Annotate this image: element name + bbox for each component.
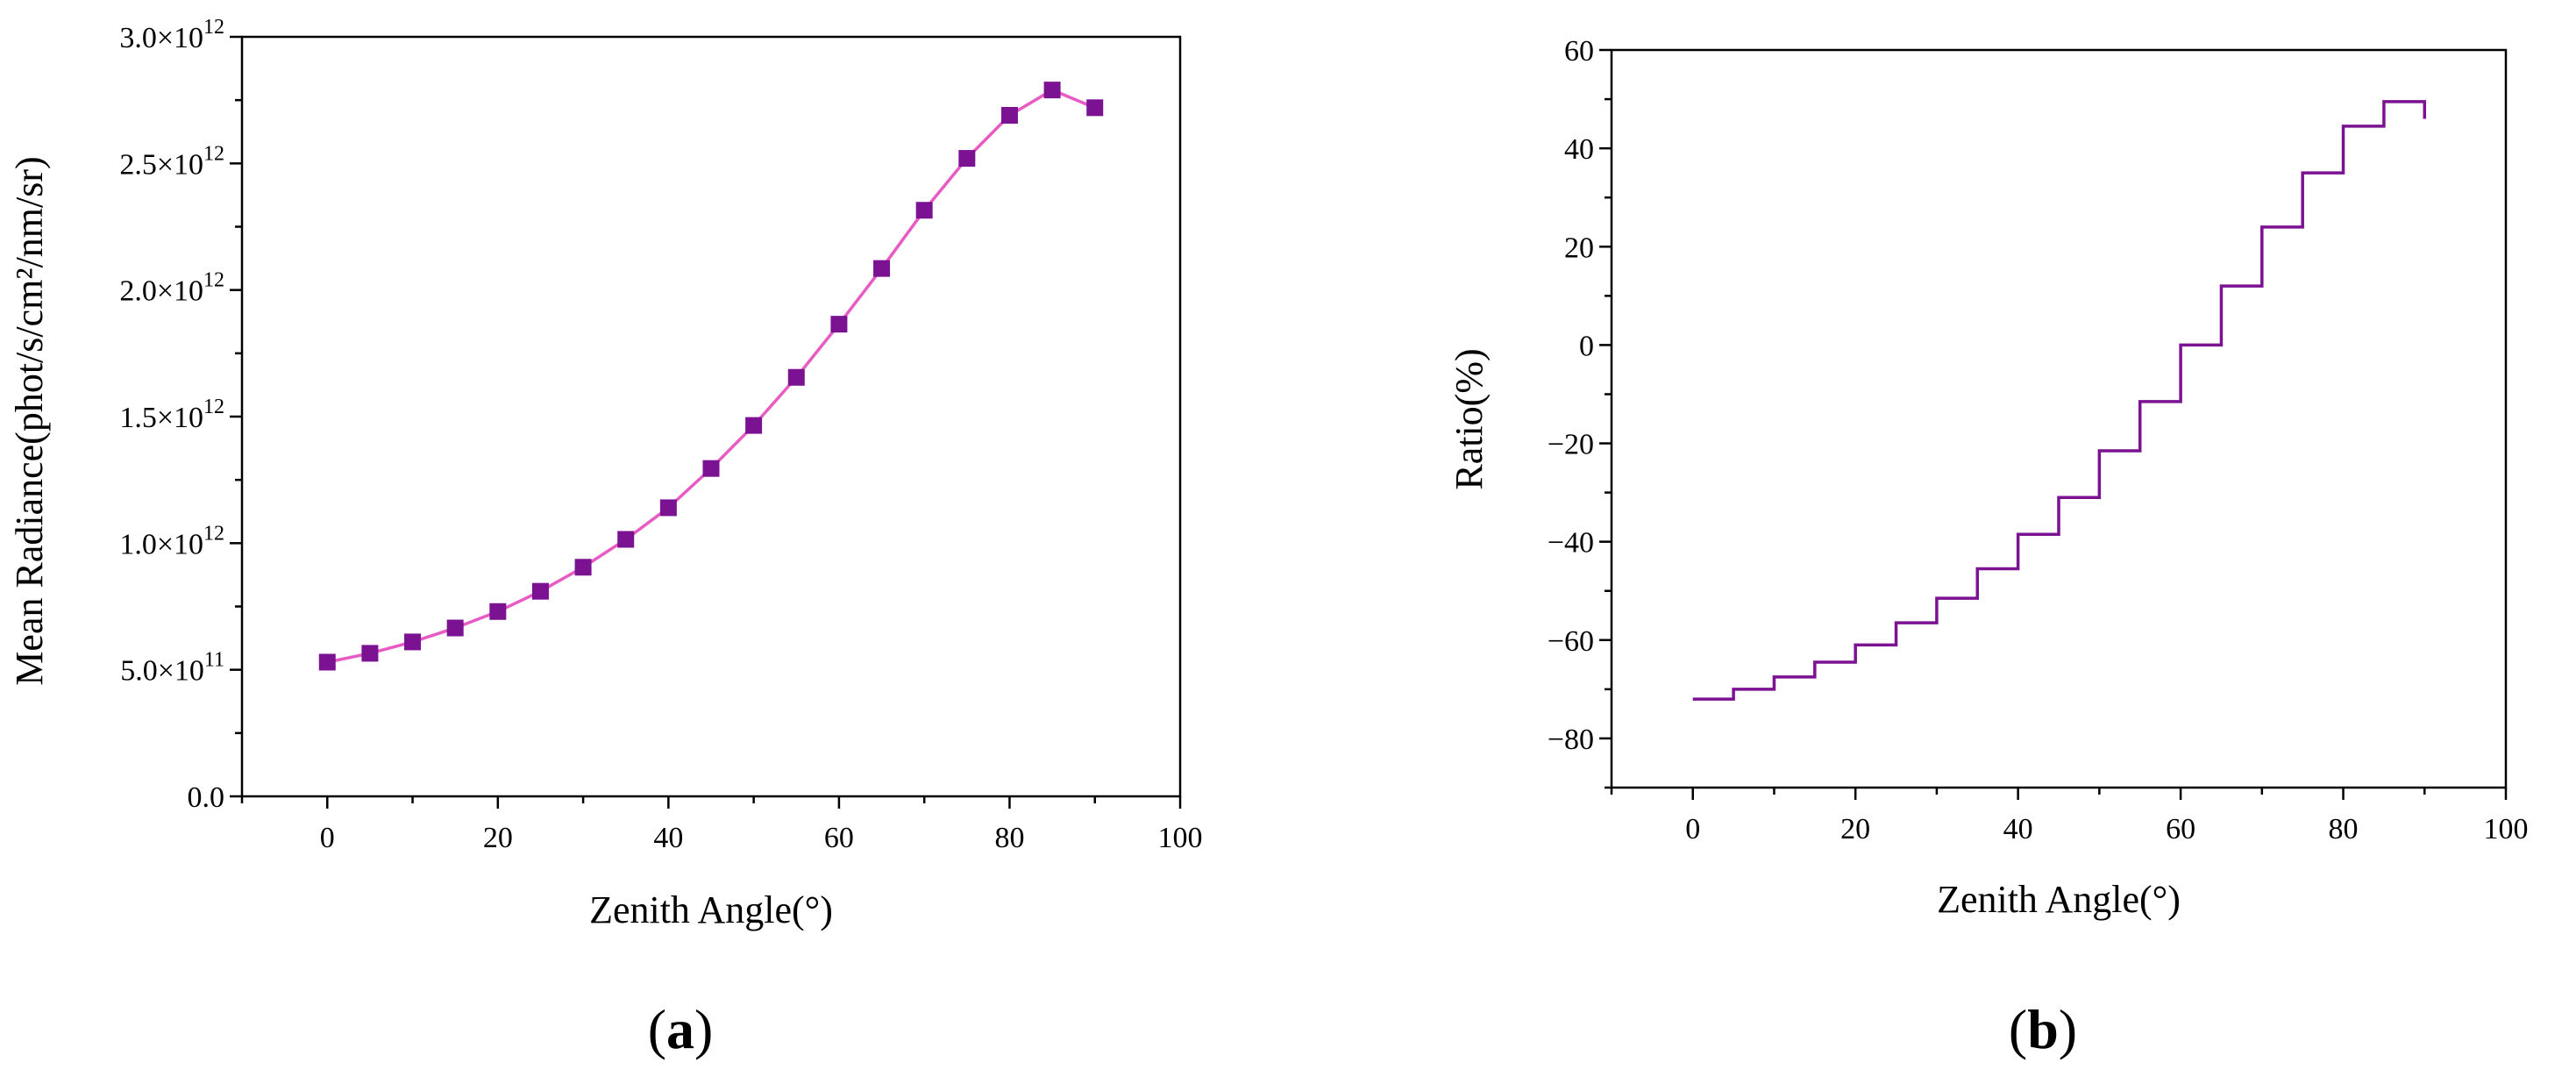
panel-a-data-point — [745, 417, 763, 434]
panel-b-y-axis-label: Ratio(%) — [1448, 348, 1491, 489]
panel-b-plot-frame — [1610, 48, 2508, 789]
panel-a-label: (a) — [648, 998, 714, 1060]
panel-a-data-point — [787, 368, 805, 386]
panel-b-y-tick-label: 20 — [1564, 232, 1594, 264]
panel-b-x-tick-label: 80 — [2329, 813, 2359, 845]
panel-a-x-axis-label: Zenith Angle(°) — [589, 888, 833, 931]
panel-a-data-point — [404, 633, 422, 651]
panel-b-x-tick-label: 40 — [2003, 813, 2033, 845]
panel-a-y-axis-label: Mean Radiance(phot/s/cm²/nm/sr) — [8, 156, 51, 685]
panel-b-y-tick-label: 60 — [1564, 35, 1594, 68]
panel-a-data-point — [958, 150, 976, 168]
panel-b-y-tick-label: −20 — [1548, 429, 1594, 461]
panel-a-y-tick-label: 2.0×1012 — [119, 269, 224, 308]
panel-a-data-point — [446, 619, 464, 637]
panel-a-series-line — [326, 88, 1096, 664]
panel-a-data-point — [489, 603, 507, 620]
panel-a-y-tick-label: 1.0×1012 — [119, 522, 224, 560]
panel-b-chart: 0 20 40 60 80 100 −80 −60 −40 −20 0 20 40 60 Zenith An… — [1448, 35, 2529, 1060]
panel-a-data-point — [574, 559, 592, 576]
panel-b-x-tick-label: 60 — [2166, 813, 2195, 845]
panel-a-data-point — [830, 316, 848, 333]
panel-b-x-tick-label: 20 — [1840, 813, 1870, 845]
panel-a-plot-frame — [240, 35, 1182, 798]
panel-b-series-line — [1692, 100, 2427, 701]
panel-a-data-point — [1043, 82, 1061, 99]
panel-a-data-point — [1086, 99, 1104, 117]
panel-b-y-tick-label: 40 — [1564, 133, 1594, 166]
panel-a-data-point — [531, 582, 549, 600]
panel-a-data-point — [1000, 106, 1018, 124]
panel-a-data-point — [318, 653, 336, 671]
panel-a-y-tick-label: 3.0×1012 — [119, 16, 224, 54]
panel-a-data-point — [617, 531, 635, 548]
panel-a-data-point — [873, 260, 891, 277]
panel-b-y-tick-label: −40 — [1548, 527, 1594, 560]
panel-a-data-point — [659, 499, 677, 517]
panel-b-y-tick-label: −60 — [1548, 625, 1594, 658]
panel-a-data-point — [361, 645, 379, 662]
panel-b-x-tick-label: 0 — [1685, 813, 1700, 845]
panel-b-y-tick-label: 0 — [1579, 330, 1594, 362]
panel-a-data-point — [915, 202, 933, 219]
panel-b-label: (b) — [2009, 998, 2077, 1060]
panel-a-x-tick-label: 20 — [483, 822, 513, 854]
panel-a-x-tick-label: 60 — [824, 822, 854, 854]
panel-a-data-point — [702, 460, 720, 477]
panel-a-x-tick-label: 100 — [1158, 822, 1203, 854]
panel-a-y-tick-label: 5.0×1011 — [120, 649, 224, 688]
panel-a-x-tick-label: 0 — [320, 822, 335, 854]
panel-a-x-tick-label: 80 — [994, 822, 1024, 854]
panel-b-x-axis-label: Zenith Angle(°) — [1937, 878, 2181, 921]
panel-a-y-tick-label: 0.0 — [188, 781, 225, 814]
panel-b-y-tick-label: −80 — [1548, 724, 1594, 756]
panel-b-x-tick-label: 100 — [2484, 813, 2529, 845]
panel-a-y-tick-label: 1.5×1012 — [119, 396, 224, 434]
panel-a-y-tick-label: 2.5×1012 — [119, 142, 224, 181]
panel-a-x-tick-label: 40 — [653, 822, 683, 854]
panel-a-chart: 0 20 40 60 80 100 0.0 5.0×1011 1.0×1012 1.5×1012 2… — [8, 16, 1203, 1060]
